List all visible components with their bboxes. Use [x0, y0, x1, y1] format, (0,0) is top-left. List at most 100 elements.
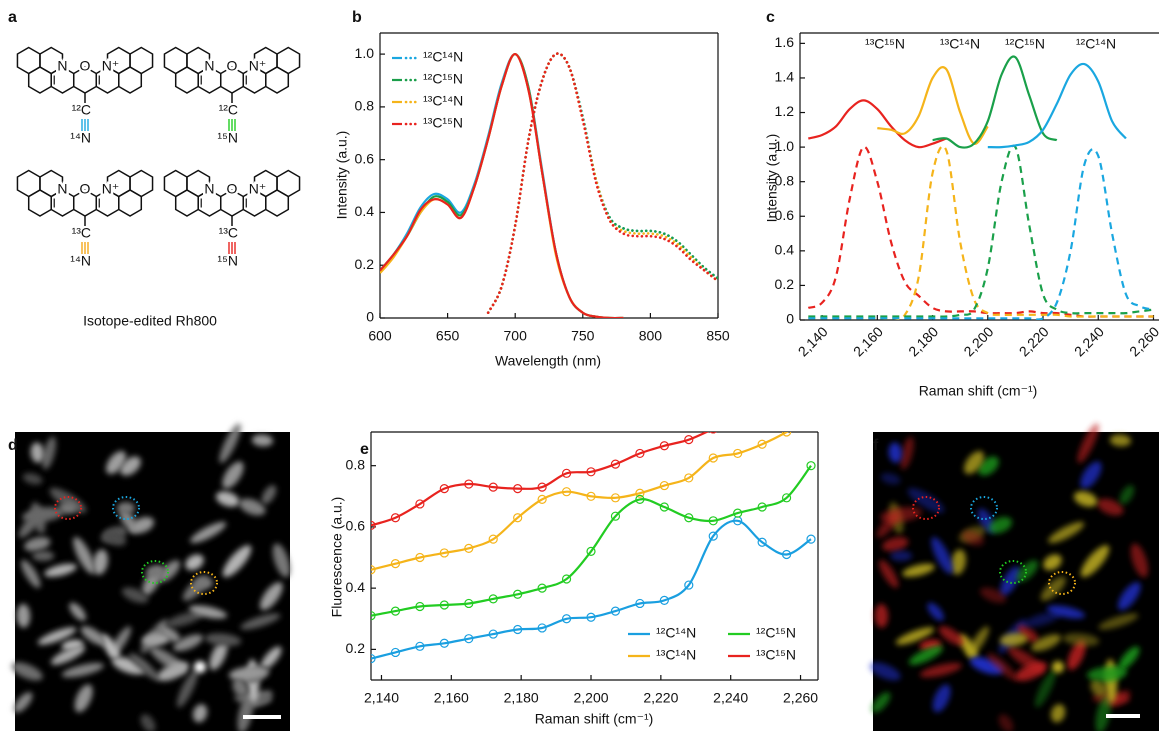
cell — [874, 603, 889, 628]
marker — [390, 559, 401, 569]
legend-label: ¹²C¹⁵N — [756, 625, 796, 641]
cell — [49, 487, 87, 513]
plot-area — [380, 52, 718, 318]
marker — [610, 459, 621, 469]
cell — [895, 627, 935, 645]
marker — [561, 574, 572, 584]
cell — [1095, 695, 1112, 731]
cell — [1050, 704, 1066, 723]
cell — [74, 684, 93, 713]
roi-circle — [912, 496, 940, 520]
marker — [439, 548, 449, 558]
x-axis-label: Raman shift (cm⁻¹) — [919, 383, 1038, 399]
panel-label: f — [873, 437, 879, 454]
cell — [880, 473, 901, 485]
y-tick-label: 1.2 — [775, 103, 795, 119]
marker — [415, 601, 425, 612]
cell — [871, 692, 891, 713]
marker — [586, 612, 596, 622]
molecule: ON N⁺ ¹²C ¹⁵N — [163, 46, 301, 146]
cell-fill — [59, 502, 77, 514]
marker — [390, 513, 401, 523]
caption: Isotope-edited Rh800 — [83, 313, 217, 329]
x-tick-label: 750 — [571, 328, 595, 344]
cell — [1118, 646, 1140, 670]
cell — [130, 516, 155, 534]
cell — [251, 434, 274, 447]
series-label: ¹³C¹⁴N — [940, 36, 980, 52]
cell — [194, 661, 206, 673]
plot-area — [807, 55, 1154, 320]
atom-label: O — [80, 181, 91, 197]
legend-label: ¹²C¹⁵N — [423, 71, 463, 87]
image-f-cells — [869, 423, 1149, 731]
spectrum-line — [877, 66, 989, 145]
x-tick-label: 2,240 — [1071, 323, 1107, 359]
panel-label: e — [360, 441, 369, 458]
series-label: ¹²C¹⁵N — [1005, 36, 1045, 52]
cell — [222, 461, 244, 489]
panel-label: b — [352, 9, 362, 26]
carbon-label: ¹³C — [219, 225, 238, 241]
marker — [561, 487, 572, 497]
atom-label: N — [204, 58, 214, 74]
marker — [513, 624, 523, 635]
marker — [390, 606, 401, 616]
marker — [415, 499, 425, 509]
x-axis-label: Raman shift (cm⁻¹) — [535, 711, 654, 727]
cell — [104, 530, 127, 546]
y-tick-label: 0.4 — [346, 579, 366, 595]
cell — [1016, 560, 1039, 582]
marker — [513, 589, 523, 599]
marker — [464, 598, 474, 609]
marker — [806, 534, 816, 544]
x-tick-label: 2,200 — [960, 323, 996, 359]
x-tick-label: 2,140 — [364, 690, 399, 706]
cell — [111, 656, 146, 675]
marker — [684, 513, 694, 523]
carbon-label: ¹³C — [72, 225, 91, 241]
spectrum-line — [380, 53, 624, 318]
x-tick-label: 2,220 — [1016, 323, 1052, 359]
cell — [37, 627, 77, 645]
cell — [16, 603, 31, 628]
y-tick-label: 0.4 — [775, 242, 795, 258]
cell — [30, 442, 44, 463]
panel-label: c — [766, 9, 775, 26]
legend-label: ¹²C¹⁴N — [423, 49, 463, 65]
x-tick-label: 2,180 — [905, 323, 941, 359]
marker — [439, 484, 449, 494]
marker — [659, 595, 669, 605]
panel-label: a — [8, 9, 17, 26]
cell — [1052, 661, 1064, 673]
ring — [129, 46, 154, 75]
cell — [1062, 633, 1100, 647]
spectrum-line — [987, 62, 1127, 149]
marker — [586, 467, 596, 477]
y-tick-label: 1.0 — [355, 45, 375, 61]
cell — [919, 662, 962, 678]
marker — [586, 546, 596, 557]
cell — [260, 646, 282, 670]
marker — [635, 494, 645, 504]
marker — [757, 439, 767, 449]
cell — [882, 536, 909, 552]
cell — [978, 456, 999, 476]
y-tick-label: 0.4 — [355, 203, 375, 219]
emission-line — [486, 52, 718, 314]
cell — [1067, 640, 1086, 671]
cell — [1117, 582, 1141, 611]
marker — [708, 531, 718, 541]
spectrum-line — [808, 99, 947, 149]
roi-circle — [970, 496, 998, 520]
y-tick-label: 0.8 — [355, 98, 375, 114]
cell — [890, 550, 913, 562]
y-tick-label: 1.4 — [775, 69, 795, 85]
marker — [464, 543, 474, 553]
nitrogen-label: ¹⁵N — [217, 130, 238, 146]
marker — [371, 520, 376, 530]
scale-bar — [243, 715, 281, 719]
cell — [32, 550, 55, 562]
cell — [24, 536, 51, 552]
marker — [610, 511, 621, 521]
